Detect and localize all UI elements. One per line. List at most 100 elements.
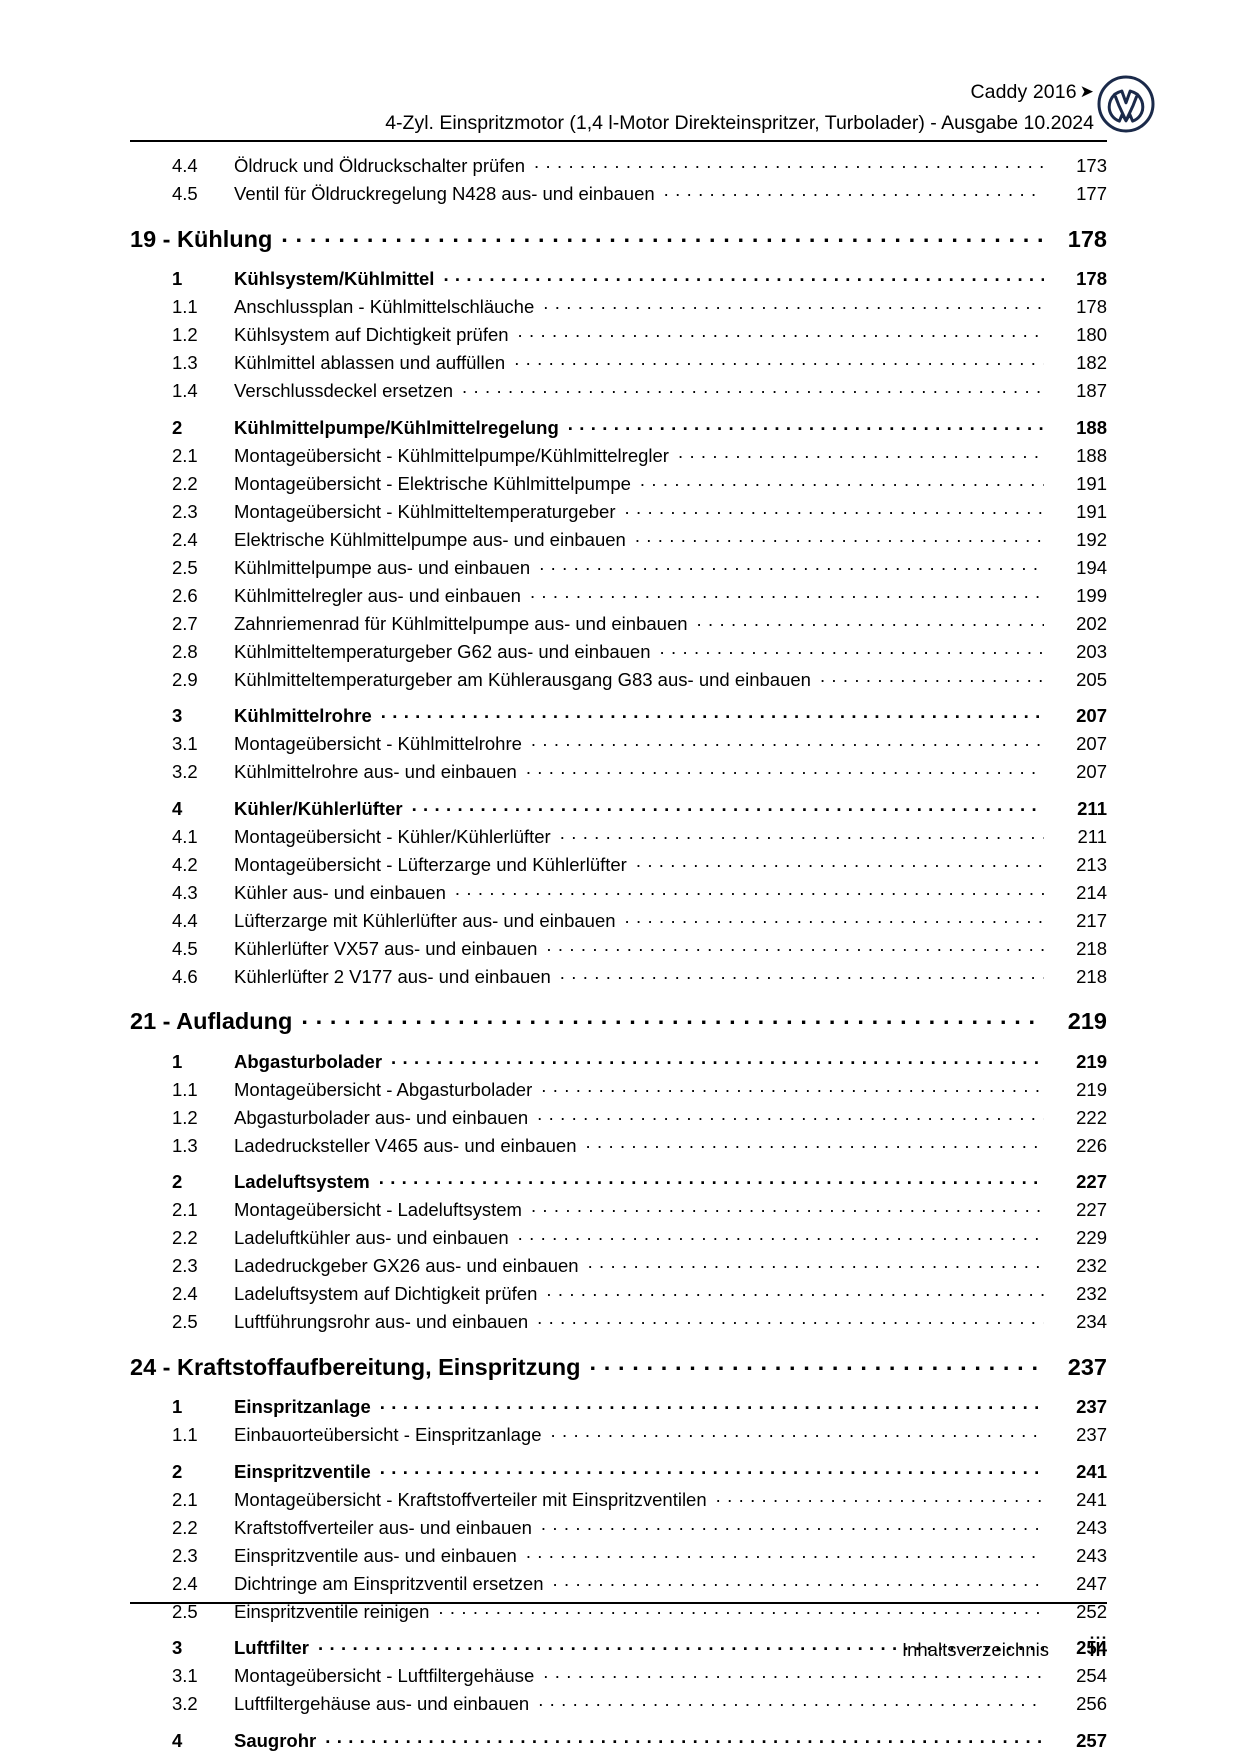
toc-entry-number: 2.6 xyxy=(172,584,198,606)
toc-chapter-row[interactable]: 2121 - Aufladung219 xyxy=(130,989,1107,1038)
toc-entry-number: 1.3 xyxy=(172,1134,198,1156)
toc-entry-page: 214 xyxy=(1076,881,1107,903)
toc-entry-row[interactable]: 4.4 Öldruck und Öldruckschalter prüfen 173 xyxy=(130,150,1107,178)
toc-chapter-row[interactable]: 2424 - Kraftstoffaufbereitung, Einspritz… xyxy=(130,1334,1107,1383)
toc-entry-row[interactable]: 3 Luftfilter 254 xyxy=(130,1624,1107,1661)
toc-entry-row[interactable]: 4.6 Kühlerlüfter 2 V177 aus- und einbauen… xyxy=(130,961,1107,989)
toc-leader-dots xyxy=(537,1105,1044,1124)
toc-leader-dots xyxy=(664,182,1044,201)
toc-leader-dots xyxy=(625,499,1045,518)
toc-entry-row[interactable]: 2.5 Einspritzventile reinigen 252 xyxy=(130,1596,1107,1624)
toc-entry-row[interactable]: 2.8 Kühlmitteltemperaturgeber G62 aus- un… xyxy=(130,636,1107,664)
toc-entry-title: Zahnriemenrad für Kühlmittelpumpe aus- u… xyxy=(234,612,688,634)
toc-leader-dots xyxy=(635,527,1044,546)
toc-entry-row[interactable]: 1.2 Kühlsystem auf Dichtigkeit prüfen 180 xyxy=(130,319,1107,347)
toc-entry-number: 2.5 xyxy=(172,1311,198,1332)
toc-entry-title: Einspritzventile reinigen xyxy=(234,1600,430,1622)
toc-chapter-row[interactable]: 1919 - Kühlung178 xyxy=(130,206,1107,255)
toc-entry-page: 182 xyxy=(1076,352,1107,373)
toc-entry-number: 2.1 xyxy=(172,1199,198,1220)
toc-entry-row[interactable]: 4.3 Kühler aus- und einbauen 214 xyxy=(130,877,1107,905)
toc-entry-row[interactable]: 2.2 Kraftstoffverteiler aus- und einbauen… xyxy=(130,1512,1107,1540)
toc-entry-row[interactable]: 3.1 Montageübersicht - Kühlmittelrohre 207 xyxy=(130,728,1107,756)
toc-entry-row[interactable]: 2.9 Kühlmitteltemperaturgeber am Kühlerau… xyxy=(130,664,1107,692)
toc-entry-number: 4 xyxy=(172,1729,183,1751)
toc-entry-row[interactable]: 4.1 Montageübersicht - Kühler/Kühlerlüfte… xyxy=(130,821,1107,849)
toc-entry-page: 217 xyxy=(1076,909,1107,931)
toc-entry-row[interactable]: 2.1 Montageübersicht - Kraftstoffverteile… xyxy=(130,1484,1107,1512)
toc-entry-page: 254 xyxy=(1076,1665,1107,1686)
toc-entry-row[interactable]: 2 Ladeluftsystem 227 xyxy=(130,1158,1107,1195)
toc-entry-row[interactable]: 4.5 Ventil für Öldruckregelung N428 aus- … xyxy=(130,178,1107,206)
toc-leader-dots xyxy=(537,1310,1044,1329)
toc-entry-row[interactable]: 2.3 Einspritzventile aus- und einbauen 243 xyxy=(130,1540,1107,1568)
toc-entry-row[interactable]: 2.5 Kühlmittelpumpe aus- und einbauen 194 xyxy=(130,552,1107,580)
toc-entry-row[interactable]: 4 Saugrohr 257 xyxy=(130,1716,1107,1753)
toc-entry-row[interactable]: 3.2 Luftfiltergehäuse aus- und einbauen 25… xyxy=(130,1688,1107,1716)
toc-entry-number: 2.7 xyxy=(172,612,198,634)
toc-entry-title: Kraftstoffverteiler aus- und einbauen xyxy=(234,1516,532,1538)
toc-leader-dots xyxy=(531,1198,1044,1217)
toc-entry-row[interactable]: 2.4 Ladeluftsystem auf Dichtigkeit prüfen… xyxy=(130,1278,1107,1306)
toc-entry-row[interactable]: 2.2 Montageübersicht - Elektrische Kühlmi… xyxy=(130,468,1107,496)
toc-leader-dots xyxy=(636,852,1044,871)
toc-entry-row[interactable]: 4 Kühler/Kühlerlüfter 211 xyxy=(130,784,1107,821)
toc-entry-row[interactable]: 3.2 Kühlmittelrohre aus- und einbauen 207 xyxy=(130,756,1107,784)
toc-entry-number: 4 xyxy=(172,797,183,819)
toc-entry-row[interactable]: 1.3 Kühlmittel ablassen und auffüllen 182 xyxy=(130,347,1107,375)
toc-entry-row[interactable]: 2.6 Kühlmittelregler aus- und einbauen 199 xyxy=(130,580,1107,608)
toc-entry-row[interactable]: 1.1 Anschlussplan - Kühlmittelschläuche 17… xyxy=(130,291,1107,319)
toc-entry-row[interactable]: 4.5 Kühlerlüfter VX57 aus- und einbauen 21… xyxy=(130,933,1107,961)
toc-entry-row[interactable]: 2.4 Dichtringe am Einspritzventil ersetze… xyxy=(130,1568,1107,1596)
toc-entry-row[interactable]: 1 Abgasturbolader 219 xyxy=(130,1037,1107,1074)
toc-entry-title: Kühlmittelpumpe/Kühlmittelregelung xyxy=(234,416,559,438)
toc-leader-dots xyxy=(526,1543,1044,1562)
toc-leader-dots xyxy=(518,323,1044,342)
toc-entry-number: 2.3 xyxy=(172,1255,198,1276)
toc-entry-title: Ladedruckgeber GX26 aus- und einbauen xyxy=(234,1255,579,1276)
toc-entry-number: 2.4 xyxy=(172,528,198,550)
toc-entry-row[interactable]: 4.4 Lüfterzarge mit Kühlerlüfter aus- und… xyxy=(130,905,1107,933)
toc-entry-title: Einspritzventile xyxy=(234,1460,371,1482)
toc-entry-page: 257 xyxy=(1076,1729,1107,1751)
toc-entry-title: Elektrische Kühlmittelpumpe aus- und ein… xyxy=(234,528,626,550)
toc-entry-row[interactable]: 1.3 Ladedrucksteller V465 aus- und einbau… xyxy=(130,1130,1107,1158)
toc-leader-dots xyxy=(318,1636,1044,1655)
toc-entry-number: 2.1 xyxy=(172,1488,198,1510)
toc-entry-row[interactable]: 1.1 Montageübersicht - Abgasturbolader 219 xyxy=(130,1074,1107,1102)
toc-entry-row[interactable]: 2.1 Montageübersicht - Ladeluftsystem 227 xyxy=(130,1194,1107,1222)
toc-entry-page: 178 xyxy=(1076,296,1107,317)
toc-entry-row[interactable]: 2 Einspritzventile 241 xyxy=(130,1447,1107,1484)
toc-entry-row[interactable]: 1.1 Einbauorteübersicht - Einspritzanlage… xyxy=(130,1419,1107,1447)
toc-entry-row[interactable]: 2.5 Luftführungsrohr aus- und einbauen 234 xyxy=(130,1306,1107,1334)
toc-entry-row[interactable]: 2.2 Ladeluftkühler aus- und einbauen 229 xyxy=(130,1222,1107,1250)
toc-entry-row[interactable]: 2.4 Elektrische Kühlmittelpumpe aus- und … xyxy=(130,524,1107,552)
toc-leader-dots xyxy=(443,267,1044,286)
toc-entry-row[interactable]: 2.1 Montageübersicht - Kühlmittelpumpe/Kü… xyxy=(130,440,1107,468)
toc-entry-row[interactable]: 3 Kühlmittelrohre 207 xyxy=(130,692,1107,729)
toc-leader-dots xyxy=(381,704,1044,723)
toc-entry-title: Kühlerlüfter 2 V177 aus- und einbauen xyxy=(234,965,551,987)
toc-entry-row[interactable]: 1.2 Abgasturbolader aus- und einbauen 222 xyxy=(130,1102,1107,1130)
toc-entry-row[interactable]: 1 Kühlsystem/Kühlmittel 178 xyxy=(130,255,1107,292)
toc-entry-page: 188 xyxy=(1076,444,1107,466)
toc-entry-page: 187 xyxy=(1076,380,1107,401)
toc-entry-number: 2.3 xyxy=(172,500,198,522)
toc-entry-row[interactable]: 2.3 Ladedruckgeber GX26 aus- und einbauen… xyxy=(130,1250,1107,1278)
toc-entry-page: 192 xyxy=(1076,528,1107,550)
toc-leader-dots xyxy=(588,1254,1044,1273)
toc-entry-row[interactable]: 2.3 Montageübersicht - Kühlmitteltemperat… xyxy=(130,496,1107,524)
toc-entry-row[interactable]: 2.7 Zahnriemenrad für Kühlmittelpumpe aus… xyxy=(130,608,1107,636)
toc-entry-row[interactable]: 2 Kühlmittelpumpe/Kühlmittelregelung 188 xyxy=(130,403,1107,440)
toc-entry-page: 199 xyxy=(1076,584,1107,606)
toc-entry-row[interactable]: 1 Einspritzanlage 237 xyxy=(130,1383,1107,1420)
toc-entry-number: 3.2 xyxy=(172,761,198,782)
toc-entry-row[interactable]: 3.1 Montageübersicht - Luftfiltergehäuse 2… xyxy=(130,1660,1107,1688)
toc-entry-number: 2.4 xyxy=(172,1283,198,1304)
toc-entry-title: Ladeluftsystem auf Dichtigkeit prüfen xyxy=(234,1283,538,1304)
toc-entry-row[interactable]: 4.2 Montageübersicht - Lüfterzarge und Kü… xyxy=(130,849,1107,877)
toc-entry-row[interactable]: 1.4 Verschlussdeckel ersetzen 187 xyxy=(130,375,1107,403)
toc-entry-page: 219 xyxy=(1067,1008,1107,1034)
toc-entry-page: 218 xyxy=(1076,965,1107,987)
toc-entry-page: 227 xyxy=(1076,1199,1107,1220)
